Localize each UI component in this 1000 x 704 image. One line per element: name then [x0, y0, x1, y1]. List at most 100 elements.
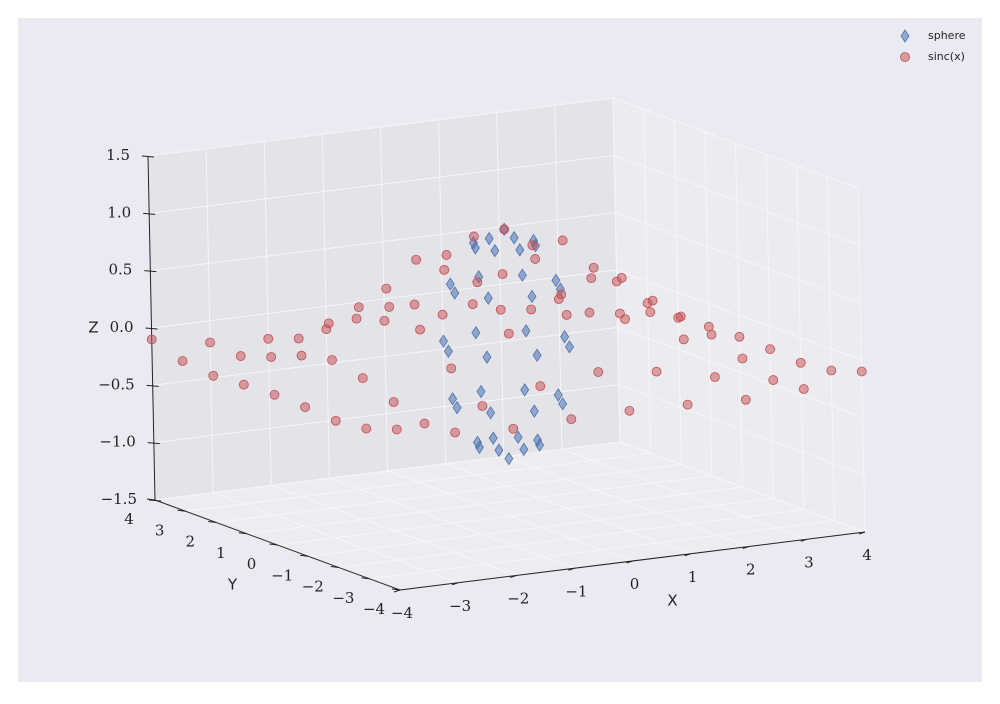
sphere-point: [515, 243, 525, 257]
sphere-point: [443, 344, 453, 358]
sinc-point: [467, 299, 478, 310]
sinc-point: [703, 321, 714, 332]
x-tick-label: −2: [507, 590, 529, 608]
grid-line: [617, 326, 863, 418]
sinc-point: [391, 424, 402, 435]
sphere-point: [532, 348, 542, 362]
sinc-point: [740, 394, 751, 405]
sinc-point: [624, 405, 635, 416]
sphere-point: [519, 442, 529, 457]
grid-line: [147, 97, 614, 157]
legend-label: sphere: [928, 29, 966, 42]
sinc-point: [645, 307, 656, 318]
y-axis-label: Y: [227, 576, 238, 594]
sinc-point: [205, 337, 215, 348]
sphere-point: [535, 438, 545, 452]
sphere-point: [565, 340, 574, 354]
sphere-point: [484, 231, 494, 246]
sinc-point: [384, 301, 395, 312]
sphere-point: [490, 243, 500, 258]
sphere-point: [482, 350, 492, 364]
y-tick-label: 1: [216, 544, 226, 562]
sinc-point: [856, 366, 867, 377]
sinc-point: [795, 357, 806, 368]
y-tick-label: −1: [271, 566, 293, 584]
y-tick-label: 4: [124, 510, 134, 528]
sinc-point: [477, 401, 488, 411]
sinc-point: [588, 262, 599, 273]
sphere-point: [439, 334, 448, 348]
sinc-point: [321, 324, 332, 335]
grid-line: [277, 486, 743, 546]
sinc-point: [503, 328, 514, 339]
z-axis-label: Z: [88, 319, 98, 337]
sphere-point: [486, 406, 496, 420]
x-tick-label: −1: [565, 582, 587, 600]
grid-line: [612, 97, 859, 189]
sinc-point: [611, 276, 622, 287]
axis-line: [399, 531, 866, 591]
sphere-point: [551, 273, 561, 288]
sinc-point: [737, 353, 748, 364]
y-tick-label: −4: [363, 600, 385, 618]
x-tick-label: 1: [688, 568, 698, 586]
sinc-point: [419, 418, 430, 429]
sinc-point: [293, 333, 304, 344]
sinc-point: [678, 334, 689, 345]
sphere-point: [445, 277, 455, 291]
sinc-point: [357, 373, 368, 384]
grid-line: [338, 509, 804, 568]
sphere-point: [520, 383, 530, 397]
sinc-point: [798, 384, 809, 394]
sinc-point: [530, 254, 541, 264]
sinc-point: [381, 283, 392, 294]
sinc-point: [330, 415, 341, 426]
grid-line: [369, 520, 835, 580]
sinc-point: [768, 375, 779, 385]
grid-line: [154, 441, 621, 501]
sinc-point: [263, 333, 274, 344]
marks: [146, 222, 867, 466]
z-tick-label: 0.5: [108, 261, 132, 279]
sphere-point: [521, 324, 531, 338]
grid-line: [615, 212, 861, 304]
sphere-point: [474, 440, 484, 455]
sinc-point: [409, 299, 420, 310]
sinc-point: [557, 235, 568, 246]
sphere-point: [470, 241, 480, 255]
sinc-point: [682, 399, 693, 410]
grid-line: [185, 452, 651, 512]
z-tick-label: 1.0: [107, 203, 131, 221]
sphere-point: [517, 268, 527, 282]
sphere-point: [448, 392, 458, 406]
sinc-point: [296, 350, 307, 361]
y-tick-label: −2: [302, 578, 324, 596]
legend: sphere sinc(x): [900, 29, 966, 63]
legend-marker: [900, 29, 910, 43]
grid-line: [619, 441, 866, 533]
x-tick-label: 2: [746, 561, 756, 579]
sinc-point: [439, 264, 450, 275]
sinc-point: [235, 351, 246, 361]
sphere-point: [560, 330, 570, 344]
sinc-point: [472, 277, 483, 288]
y-tick-label: −3: [332, 589, 354, 607]
z-tick-label: −1.0: [99, 433, 135, 451]
sinc-point: [584, 307, 595, 318]
sinc-point: [266, 352, 277, 362]
sphere-point: [471, 326, 481, 340]
sphere-point: [553, 388, 563, 402]
sphere-point: [509, 231, 519, 245]
sphere-point: [529, 404, 539, 418]
sinc-point: [765, 344, 775, 355]
sinc-point: [651, 366, 662, 377]
sinc-point: [411, 254, 422, 265]
z-tick-label: −0.5: [98, 375, 134, 393]
sinc-point: [269, 389, 280, 400]
y-tick-label: 3: [155, 521, 165, 539]
sphere-point: [488, 431, 498, 445]
sinc-point: [353, 302, 364, 313]
sinc-point: [146, 334, 157, 345]
sinc-point: [508, 423, 519, 434]
